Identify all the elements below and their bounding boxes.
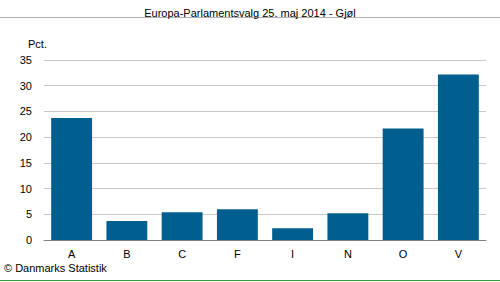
svg-text:25: 25 — [20, 105, 32, 117]
svg-text:I: I — [291, 248, 294, 260]
svg-text:30: 30 — [20, 80, 32, 92]
svg-text:Pct.: Pct. — [28, 38, 47, 50]
svg-text:A: A — [68, 248, 76, 260]
svg-text:35: 35 — [20, 54, 32, 66]
svg-text:B: B — [123, 248, 130, 260]
svg-text:5: 5 — [26, 208, 32, 220]
svg-text:N: N — [344, 248, 352, 260]
svg-text:15: 15 — [20, 157, 32, 169]
svg-text:Europa-Parlamentsvalg 25. maj: Europa-Parlamentsvalg 25. maj 2014 - Gjø… — [144, 7, 356, 19]
svg-text:C: C — [178, 248, 186, 260]
svg-text:V: V — [455, 248, 463, 260]
svg-text:10: 10 — [20, 183, 32, 195]
svg-text:20: 20 — [20, 131, 32, 143]
svg-text:F: F — [234, 248, 241, 260]
svg-text:0: 0 — [26, 234, 32, 246]
svg-text:© Danmarks Statistik: © Danmarks Statistik — [4, 262, 107, 274]
svg-text:O: O — [399, 248, 408, 260]
